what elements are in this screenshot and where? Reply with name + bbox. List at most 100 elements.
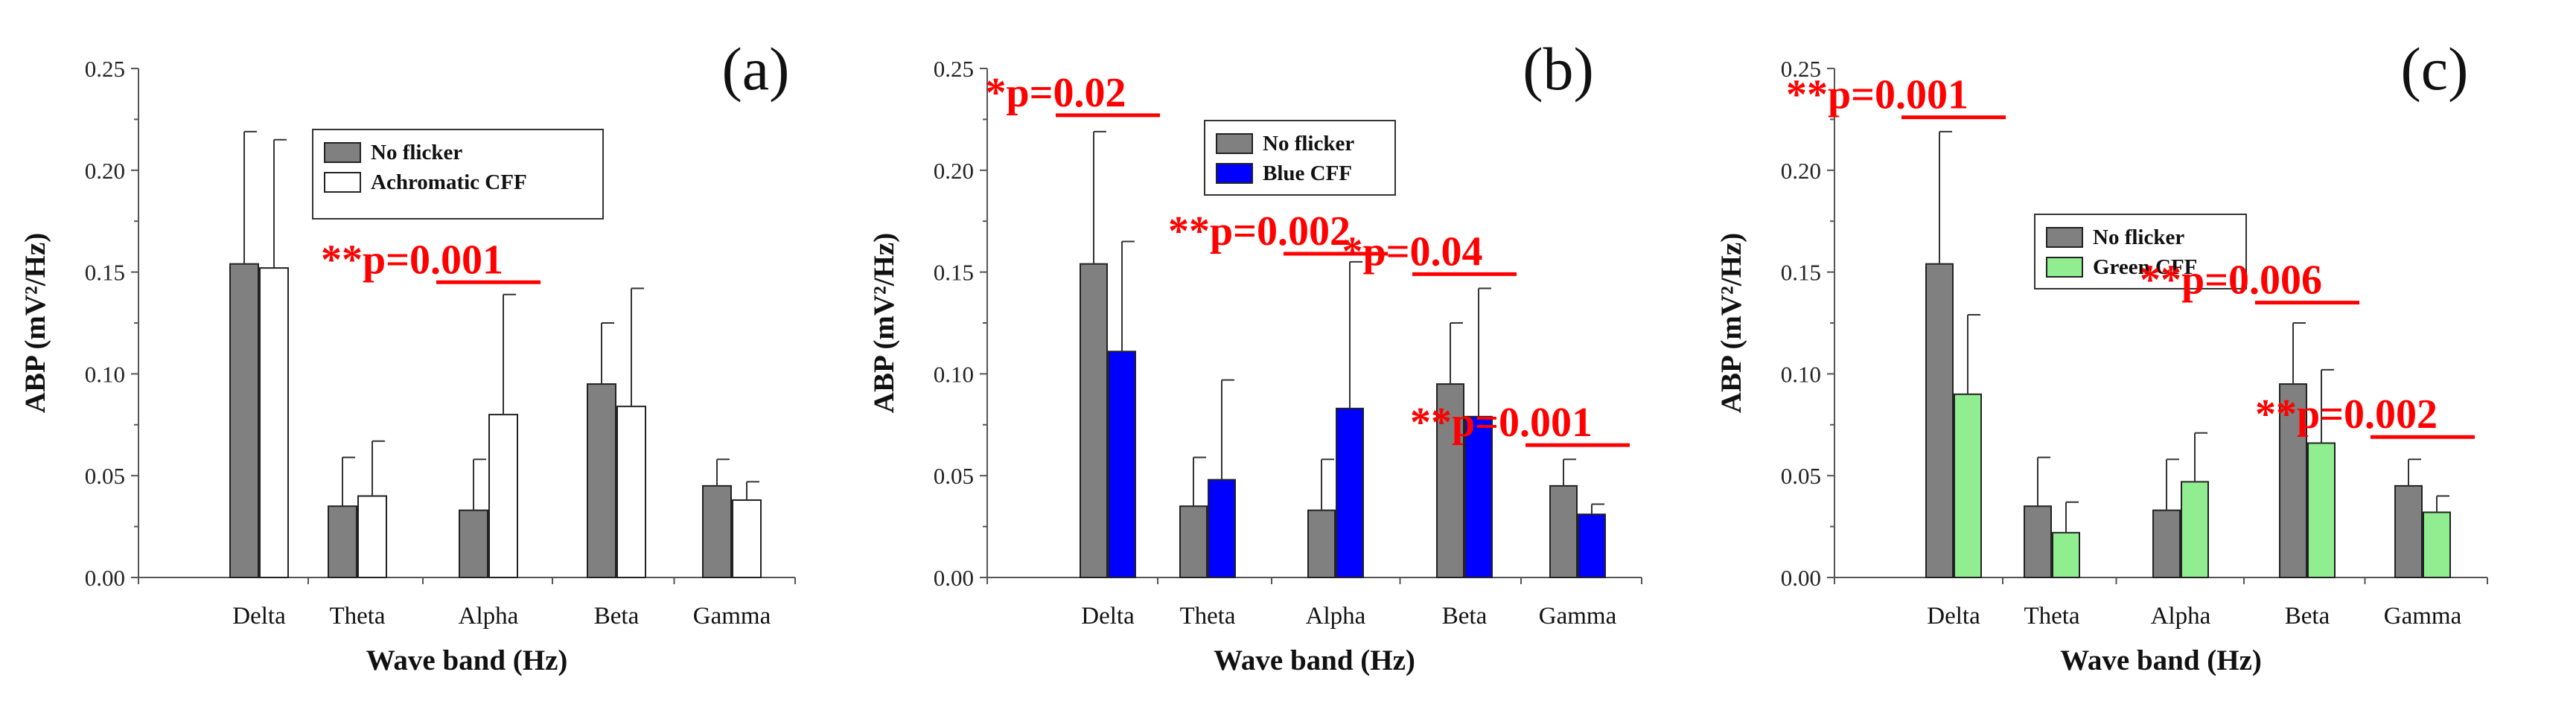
significance-stars: ** xyxy=(1168,208,1210,255)
legend-swatch-1 xyxy=(324,142,361,163)
bar-gamma-series-1 xyxy=(1549,484,1578,579)
y-tick-label: 0.00 xyxy=(934,565,974,591)
x-tick-label-beta: Beta xyxy=(1442,603,1488,630)
bar-gamma-series-2 xyxy=(732,499,762,578)
bar-gamma-series-2 xyxy=(2423,511,2451,578)
chart-panel-2: 0.00 0.05 0.10 0.15 0.20 0.25 Delta Theta Alpha B… xyxy=(868,35,1642,676)
significance-stars: ** xyxy=(2140,257,2181,304)
y-tick-label: 0.10 xyxy=(934,361,974,387)
legend-entry-2: Green CFF xyxy=(2093,255,2197,279)
chart-panel-1: 0.00 0.05 0.10 0.15 0.20 0.25 Delta Theta Alpha B… xyxy=(19,35,796,676)
y-tick-label: 0.05 xyxy=(85,463,125,489)
x-tick-label-beta: Beta xyxy=(594,603,640,630)
x-tick-label-delta: Delta xyxy=(232,603,286,630)
bar-alpha-series-1 xyxy=(459,509,488,578)
legend-entry-1: No flicker xyxy=(2093,225,2184,249)
y-tick-label: 0.25 xyxy=(85,56,125,82)
bar-theta-series-1 xyxy=(328,505,357,578)
x-axis-title: Wave band (Hz) xyxy=(1214,644,1415,676)
y-tick-label: 0.00 xyxy=(85,565,125,591)
significance-label-2: **p=0.002 xyxy=(1168,208,1351,255)
significance-p-value: p=0.001 xyxy=(1828,72,1968,118)
x-tick-label-alpha: Alpha xyxy=(459,603,519,630)
y-tick-label: 0.20 xyxy=(1781,158,1821,184)
bar-alpha-series-2 xyxy=(2181,481,2209,579)
significance-stars: * xyxy=(1342,228,1362,275)
y-tick-label: 0.25 xyxy=(934,56,974,82)
significance-label-4: **p=0.001 xyxy=(1410,400,1593,446)
bar-theta-series-1 xyxy=(1179,505,1208,578)
significance-p-value: p=0.04 xyxy=(1362,228,1482,275)
y-tick-label: 0.15 xyxy=(1781,260,1821,286)
bar-delta-series-1 xyxy=(1080,263,1108,578)
bar-beta-series-1 xyxy=(1436,383,1464,579)
y-tick-label: 0.00 xyxy=(1781,565,1821,591)
legend: No flicker Achromatic CFF xyxy=(312,129,604,220)
legend-swatch-2 xyxy=(1216,163,1253,184)
significance-stars: ** xyxy=(321,237,363,283)
significance-stars: * xyxy=(985,70,1006,116)
significance-p-value: p=0.002 xyxy=(2297,391,2438,438)
y-tick-label: 0.20 xyxy=(934,158,974,184)
legend: No flicker Green CFF xyxy=(2034,214,2247,289)
y-axis-title: ABP (mV²/Hz) xyxy=(1715,233,1747,413)
bar-delta-series-2 xyxy=(259,267,289,578)
bar-delta-series-2 xyxy=(1954,393,1982,579)
bar-beta-series-2 xyxy=(2307,442,2336,579)
x-tick-label-theta: Theta xyxy=(2024,603,2079,630)
legend-swatch-1 xyxy=(2046,227,2083,248)
bar-beta-series-1 xyxy=(2279,383,2307,579)
chart-panel-3: 0.00 0.05 0.10 0.15 0.20 0.25 Delta Theta Alpha B… xyxy=(1715,35,2488,676)
x-tick-label-theta: Theta xyxy=(329,603,385,630)
x-tick-label-beta: Beta xyxy=(2285,603,2330,630)
significance-p-value: p=0.001 xyxy=(1452,400,1593,446)
bar-theta-series-2 xyxy=(1208,478,1236,578)
legend-entry-1: No flicker xyxy=(1263,132,1354,156)
y-tick-label: 0.05 xyxy=(1781,463,1821,489)
y-axis-title: ABP (mV²/Hz) xyxy=(868,233,900,413)
significance-p-value: p=0.002 xyxy=(1210,208,1351,255)
x-tick-label-alpha: Alpha xyxy=(2151,603,2211,630)
y-tick-label: 0.05 xyxy=(934,463,974,489)
y-tick-label: 0.20 xyxy=(85,158,125,184)
bar-theta-series-2 xyxy=(357,495,387,578)
significance-stars: ** xyxy=(1786,72,1828,118)
bar-beta-series-1 xyxy=(587,383,616,579)
x-tick-label-theta: Theta xyxy=(1179,603,1235,630)
bar-delta-series-1 xyxy=(1925,263,1954,578)
y-tick-label: 0.10 xyxy=(1781,361,1821,387)
y-tick-label: 0.25 xyxy=(1781,56,1821,82)
x-tick-label-gamma: Gamma xyxy=(1539,603,1617,630)
bar-beta-series-2 xyxy=(616,406,646,579)
significance-stars: ** xyxy=(2255,391,2297,438)
significance-label-1: *p=0.02 xyxy=(985,70,1126,116)
significance-label-1: **p=0.001 xyxy=(1786,72,1968,118)
bar-gamma-series-1 xyxy=(702,484,732,579)
legend-swatch-1 xyxy=(1216,133,1253,154)
y-tick-label: 0.10 xyxy=(85,361,125,387)
bar-delta-series-1 xyxy=(229,263,259,578)
x-tick-label-alpha: Alpha xyxy=(1306,603,1366,630)
bar-alpha-series-2 xyxy=(488,414,518,578)
y-axis-title: ABP (mV²/Hz) xyxy=(19,233,51,413)
bar-alpha-series-2 xyxy=(1336,407,1364,578)
legend: No flicker Blue CFF xyxy=(1204,120,1396,196)
legend-entry-1: No flicker xyxy=(371,141,462,164)
legend-swatch-2 xyxy=(2046,257,2083,278)
y-tick-label: 0.15 xyxy=(85,260,125,286)
significance-p-value: p=0.001 xyxy=(363,237,503,283)
bar-theta-series-2 xyxy=(2052,531,2080,578)
x-axis-title: Wave band (Hz) xyxy=(366,644,568,676)
bar-gamma-series-1 xyxy=(2394,484,2423,579)
significance-label-1: **p=0.001 xyxy=(321,237,503,283)
legend-entry-2: Achromatic CFF xyxy=(371,170,527,194)
panel-label: (c) xyxy=(2400,35,2468,103)
significance-p-value: p=0.006 xyxy=(2181,257,2322,304)
x-axis-title: Wave band (Hz) xyxy=(2060,644,2262,676)
significance-label-3: **p=0.002 xyxy=(2255,391,2438,438)
x-tick-label-delta: Delta xyxy=(1927,603,1980,630)
x-tick-label-gamma: Gamma xyxy=(693,603,771,630)
legend-entry-2: Blue CFF xyxy=(1263,161,1352,185)
significance-label-2: **p=0.006 xyxy=(2140,257,2322,304)
